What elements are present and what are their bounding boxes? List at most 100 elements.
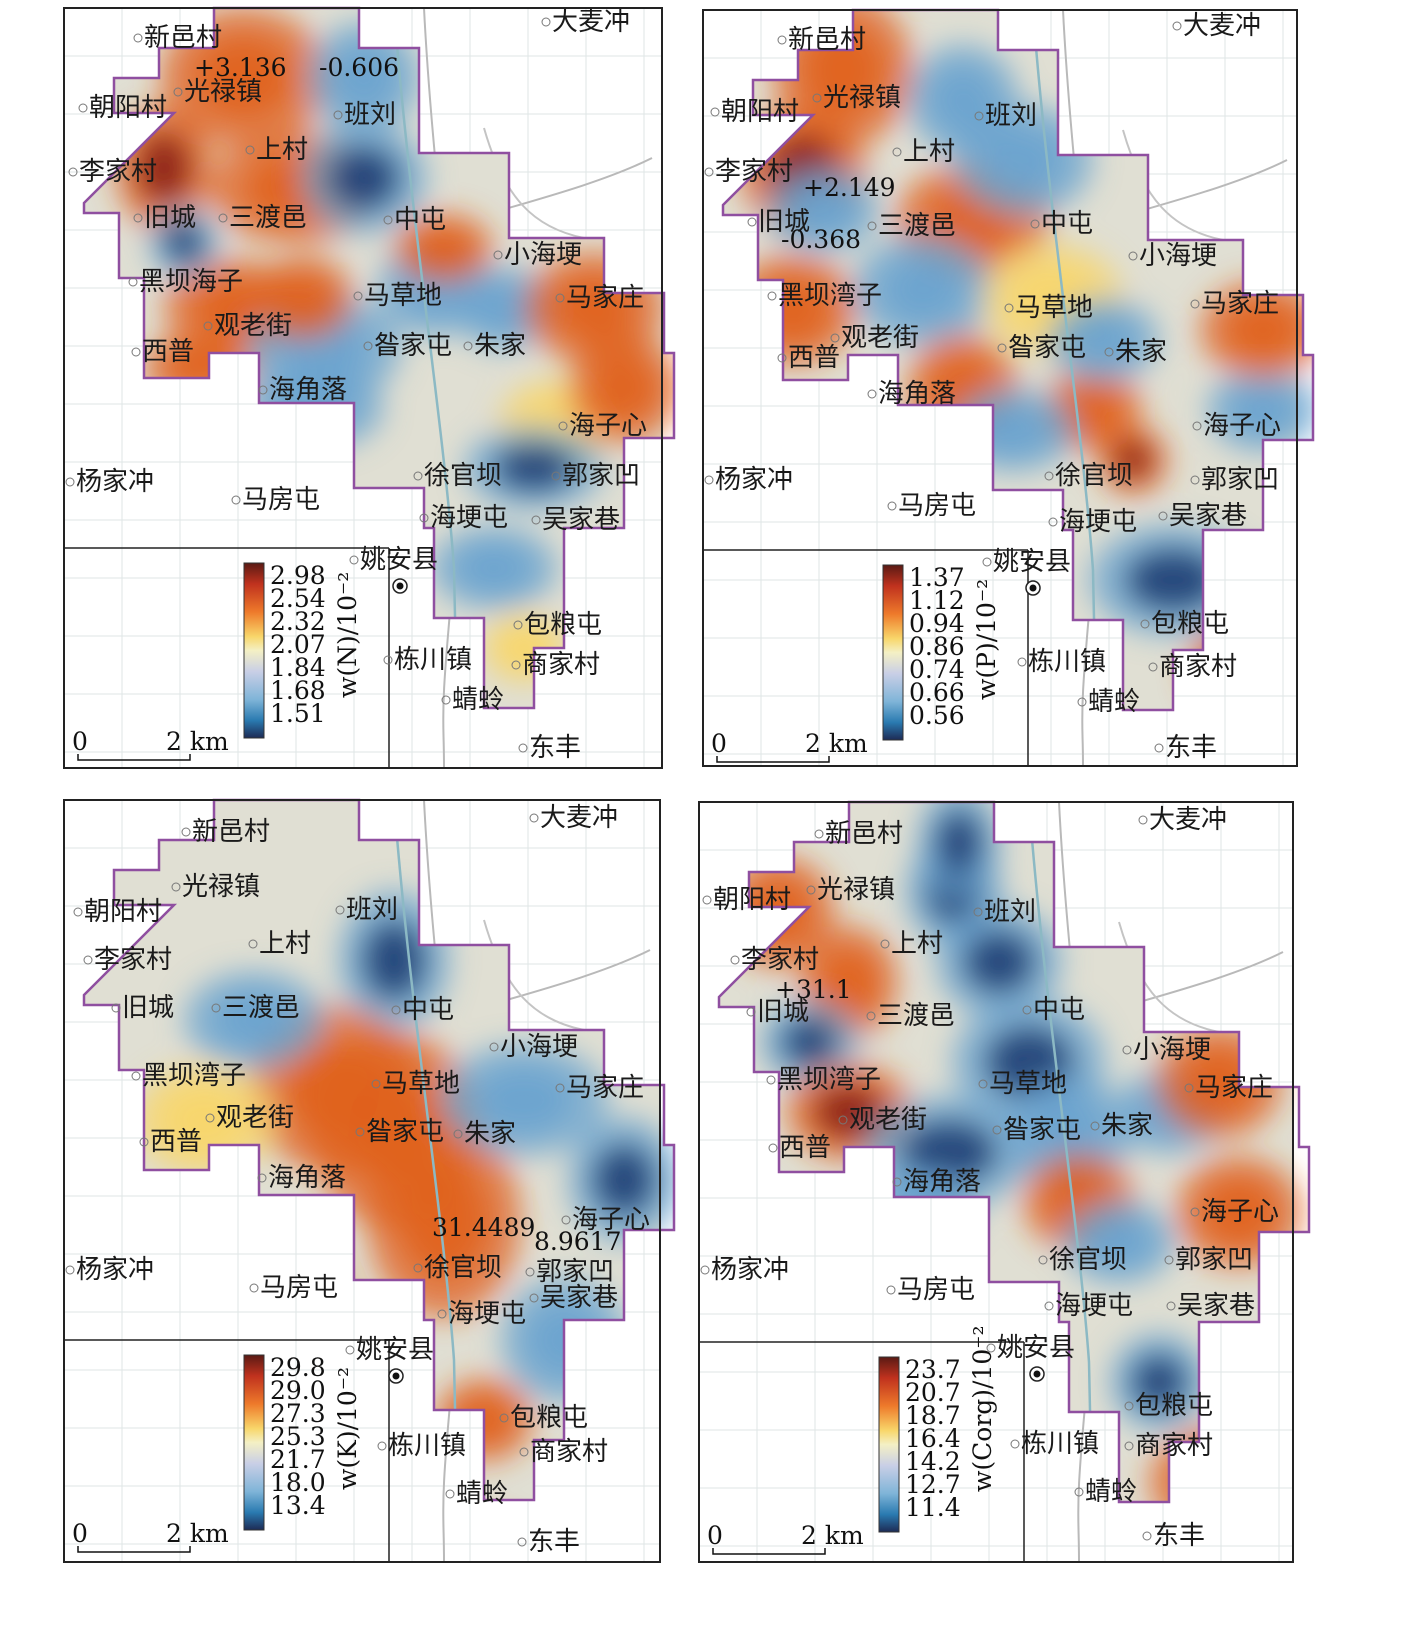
settlement-marker (529, 1293, 539, 1303)
legend-tick-label: 1.68 (270, 676, 326, 705)
place-label: 马家庄 (1195, 1073, 1273, 1103)
settlement-marker (1004, 303, 1014, 313)
map-frame (698, 801, 1294, 1563)
place-label: 光禄镇 (823, 83, 901, 113)
place-label: 马家庄 (566, 1073, 644, 1103)
place-label: 黑坝湾子 (777, 1065, 881, 1095)
settlement-marker (489, 1042, 499, 1052)
extreme-value-label: +3.136 (194, 53, 287, 82)
legend-tick-label: 18.0 (270, 1468, 326, 1497)
place-label: 观老街 (849, 1105, 927, 1135)
settlement-marker (131, 1071, 141, 1081)
settlement-marker (1022, 1005, 1032, 1015)
settlement-marker (541, 17, 551, 27)
settlement-marker (349, 555, 359, 565)
settlement-marker (413, 1263, 423, 1273)
settlement-marker (777, 353, 787, 363)
map-frame (63, 7, 663, 769)
place-label: 海埂屯 (1059, 507, 1137, 537)
place-label: 吴家巷 (1177, 1291, 1255, 1321)
settlement-marker (171, 882, 181, 892)
settlement-marker (812, 93, 822, 103)
settlement-marker (131, 347, 141, 357)
scale-bar: 0 2 km (72, 727, 229, 761)
legend-tick-label: 11.4 (905, 1493, 961, 1522)
place-label: 马家庄 (566, 283, 644, 313)
settlement-marker (974, 111, 984, 121)
place-label: 班刘 (985, 101, 1037, 131)
settlement-marker (68, 167, 78, 177)
place-label: 海角落 (878, 379, 956, 409)
settlement-marker (1190, 1207, 1200, 1217)
place-label: 海埂屯 (1055, 1291, 1133, 1321)
legend-tick-label: 1.37 (909, 563, 965, 592)
settlement-marker (445, 1489, 455, 1499)
settlement-marker (1048, 517, 1058, 527)
place-label: 中屯 (1041, 209, 1093, 239)
settlement-marker (531, 515, 541, 525)
settlement-marker (383, 655, 393, 665)
legend-color-bar (878, 1356, 900, 1533)
settlement-marker (333, 110, 343, 120)
place-label: 马草地 (364, 281, 442, 311)
legend-unit-label: w(Corg)/10⁻² (968, 1326, 997, 1493)
settlement-marker (768, 1143, 778, 1153)
place-label: 海角落 (268, 1163, 346, 1193)
place-label: 徐官坝 (424, 1253, 502, 1283)
legend-tick-label: 21.7 (270, 1445, 326, 1474)
settlement-marker (867, 221, 877, 231)
place-label: 李家村 (94, 945, 172, 975)
place-label: 栋川镇 (388, 1431, 466, 1461)
place-label: 东丰 (528, 1527, 580, 1557)
settlement-marker (493, 250, 503, 260)
place-label: 光禄镇 (817, 875, 895, 905)
place-label: 海子心 (572, 1205, 650, 1235)
settlement-marker (830, 333, 840, 343)
place-label: 三渡邑 (878, 211, 956, 241)
legend-tick-label: 12.7 (905, 1470, 961, 1499)
legend-tick-label: 1.12 (909, 586, 965, 615)
legend-tick-label: 0.94 (909, 609, 965, 638)
place-label: 海埂屯 (430, 503, 508, 533)
place-label: 昝家屯 (366, 1117, 444, 1147)
place-label: 马草地 (1015, 293, 1093, 323)
settlement-marker (525, 1267, 535, 1277)
place-label: 马房屯 (242, 485, 320, 515)
settlement-marker (1077, 697, 1087, 707)
settlement-marker (997, 343, 1007, 353)
place-label: 李家村 (741, 945, 819, 975)
place-label: 姚安县 (356, 1335, 434, 1365)
legend: 1.371.120.940.860.740.660.56w(P)/10⁻² (882, 563, 1001, 741)
place-label: 东丰 (1165, 733, 1217, 763)
legend-tick-label: 1.51 (270, 699, 326, 728)
legend-color-bar (882, 564, 904, 741)
place-label: 马房屯 (897, 1275, 975, 1305)
settlement-marker (335, 905, 345, 915)
settlement-marker (1038, 1255, 1048, 1265)
settlement-marker (257, 1173, 267, 1183)
settlement-marker (65, 477, 75, 487)
settlement-marker (205, 1113, 215, 1123)
legend-unit-label: w(N)/10⁻² (333, 572, 362, 698)
place-label: 栋川镇 (1028, 647, 1106, 677)
place-label: 中屯 (394, 205, 446, 235)
legend-tick-label: 14.2 (905, 1447, 961, 1476)
settlement-marker (1010, 1439, 1020, 1449)
settlement-marker (499, 1413, 509, 1423)
place-label: 上村 (903, 137, 955, 167)
settlement-marker (1044, 471, 1054, 481)
place-label: 光禄镇 (182, 872, 260, 902)
place-label: 杨家冲 (76, 467, 154, 497)
settlement-marker (245, 145, 255, 155)
settlement-marker (1190, 475, 1200, 485)
settlement-marker (1044, 1301, 1054, 1311)
settlement-marker (1122, 1045, 1132, 1055)
place-label: 包粮屯 (1151, 609, 1229, 639)
place-label: 小海埂 (504, 240, 582, 270)
place-label: 蜻蛉 (1085, 1477, 1137, 1507)
place-label: 光禄镇 (184, 77, 262, 107)
place-label: 黑坝湾子 (142, 1061, 246, 1091)
place-label: 昝家屯 (1008, 333, 1086, 363)
legend-unit-label: w(K)/10⁻² (333, 1367, 362, 1490)
